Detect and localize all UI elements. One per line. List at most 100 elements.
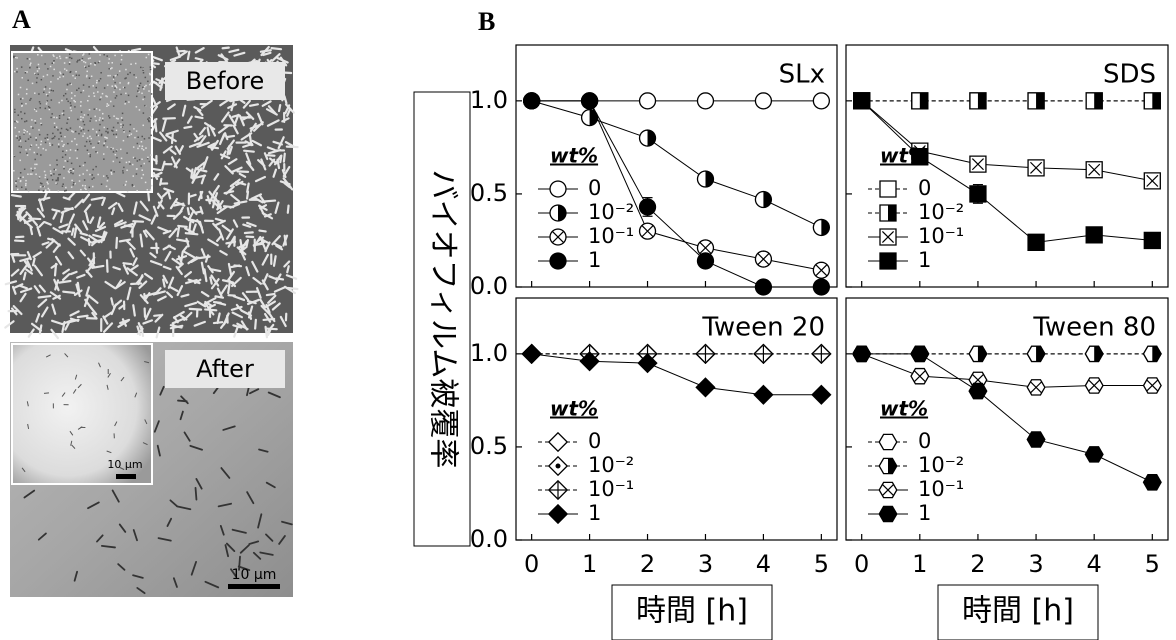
cell (217, 502, 232, 508)
cell (18, 284, 28, 290)
inset-speck (74, 77, 77, 79)
inset-speck (113, 171, 115, 173)
inset-speck (112, 151, 115, 153)
cell (132, 257, 138, 267)
inset-speck (74, 182, 76, 185)
inset-speck (14, 56, 17, 59)
inset-speck (137, 136, 139, 138)
inset-speck (99, 117, 101, 119)
cell (282, 234, 289, 247)
cell (144, 419, 148, 425)
inset-speck (61, 156, 64, 159)
legend-marker (549, 228, 567, 246)
marker-body (547, 503, 569, 525)
inset-speck (111, 129, 113, 132)
inset-speck (47, 138, 49, 141)
cell (128, 264, 139, 272)
inset-speck (127, 81, 130, 84)
inset-speck (93, 146, 95, 149)
inset-speck (86, 169, 88, 172)
inset-speck (94, 62, 96, 64)
inset-speck (131, 184, 134, 187)
cell (285, 274, 298, 280)
inset-speck (85, 140, 88, 143)
inset-speck (103, 87, 106, 89)
cell (176, 505, 192, 511)
inset-speck (92, 185, 94, 188)
inset-speck (42, 190, 45, 192)
inset-speck (91, 178, 93, 180)
inset-speck (112, 147, 114, 150)
inset-speck (49, 170, 52, 172)
inset-speck (126, 190, 129, 193)
inset-speck (66, 160, 69, 163)
inset-speck (52, 75, 54, 77)
data-point (812, 218, 831, 237)
cell (162, 229, 172, 235)
cell (183, 125, 193, 129)
cell (13, 239, 25, 243)
cell (272, 255, 277, 267)
inset-speck (39, 182, 42, 184)
inset-speck (98, 80, 100, 82)
inset-speck (51, 137, 53, 140)
cell (136, 325, 142, 336)
cell (120, 376, 125, 382)
cell (25, 211, 33, 219)
data-point (1026, 345, 1046, 363)
inset-speck (84, 161, 86, 164)
cell (226, 139, 235, 150)
data-point (852, 345, 872, 363)
inset-speck (42, 185, 44, 188)
inset-speck (13, 55, 15, 58)
cell (143, 292, 147, 302)
cell (242, 223, 252, 228)
y-tick-label: 1.0 (470, 339, 508, 367)
inset-speck (139, 82, 142, 85)
inset-speck (119, 82, 121, 84)
x-tick-label: 5 (1145, 550, 1160, 578)
inset-speck (128, 101, 130, 103)
inset-speck (50, 89, 53, 92)
inset-speck (39, 102, 42, 105)
cell (19, 292, 27, 303)
inset-speck (46, 101, 48, 103)
inset-speck (65, 69, 68, 72)
data-point (853, 92, 871, 110)
inset-speck (105, 185, 108, 188)
scale-label: 10 μm (232, 567, 277, 583)
inset-speck (59, 71, 61, 74)
inset-speck (27, 173, 29, 175)
inset-speck (114, 81, 116, 84)
cell (110, 297, 114, 306)
cell (139, 200, 149, 212)
inset-speck (19, 136, 21, 138)
inset-speck (143, 96, 146, 98)
inset-speck (106, 105, 108, 107)
marker-body (696, 92, 715, 110)
data-point (812, 278, 831, 296)
inset-speck (146, 157, 149, 160)
cell (70, 440, 73, 446)
inset-speck (112, 78, 115, 81)
inset-speck (95, 151, 97, 153)
inset-speck (24, 184, 27, 187)
data-point (696, 170, 715, 188)
inset-speck (34, 158, 36, 161)
inset-speck (84, 145, 86, 147)
inset-speck (62, 114, 65, 116)
after-image: After 10 μm 10 μm (10, 342, 293, 597)
inset-speck (30, 125, 32, 128)
inset-speck (89, 135, 91, 138)
inset-speck (61, 99, 63, 102)
marker-half (589, 109, 598, 126)
inset-speck (36, 77, 38, 79)
inset-speck (106, 175, 108, 177)
cell (243, 149, 255, 153)
inset-speck (62, 145, 64, 148)
inset-speck (63, 68, 66, 70)
cell (176, 226, 181, 238)
cell (144, 361, 150, 364)
marker-cross (641, 225, 654, 238)
